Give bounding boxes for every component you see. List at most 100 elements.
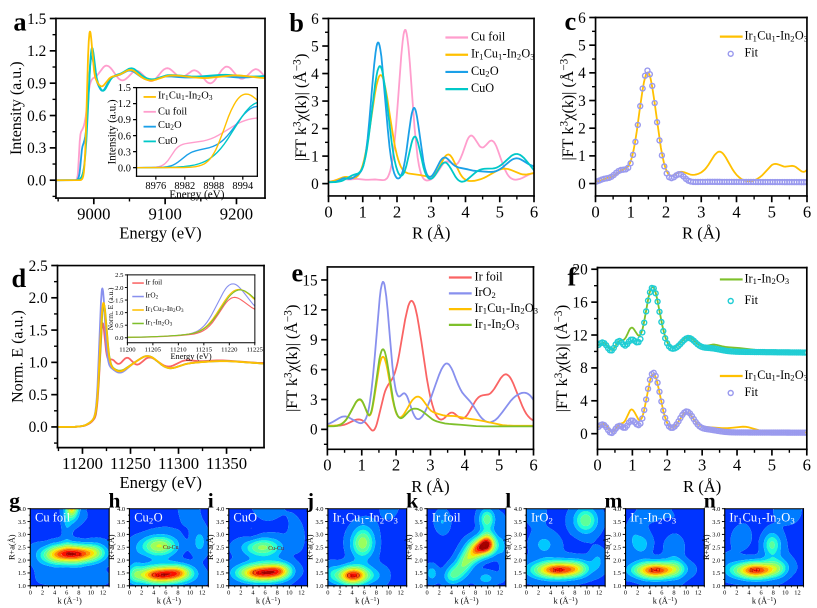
svg-text:k(Å)−1: k (Å)−1 <box>752 596 777 605</box>
svg-text:1.0: 1.0 <box>216 583 224 590</box>
svg-text:3: 3 <box>697 202 705 221</box>
svg-text:10: 10 <box>187 590 193 597</box>
svg-text:6: 6 <box>529 456 537 475</box>
svg-text:1.0: 1.0 <box>115 310 124 317</box>
svg-text:1: 1 <box>358 456 366 475</box>
svg-text:4.0: 4.0 <box>117 506 125 513</box>
svg-text:4.0: 4.0 <box>18 506 26 513</box>
svg-text:Ir-O: Ir-O <box>750 568 760 574</box>
svg-text:R+a(Å): R+a(Å) <box>305 534 314 560</box>
svg-text:2: 2 <box>41 590 44 597</box>
svg-text:5: 5 <box>578 37 586 54</box>
svg-text:R (Å): R (Å) <box>682 224 720 243</box>
svg-text:1.5: 1.5 <box>613 570 621 577</box>
svg-text:3.5: 3.5 <box>613 519 621 526</box>
svg-text:5: 5 <box>311 38 319 55</box>
svg-text:20: 20 <box>573 262 589 279</box>
svg-text:IrO2: IrO2 <box>475 285 496 300</box>
svg-text:12: 12 <box>302 302 317 319</box>
svg-text:11205: 11205 <box>145 346 162 353</box>
svg-text:2.5: 2.5 <box>315 544 323 551</box>
svg-text:0.9: 0.9 <box>27 75 46 92</box>
svg-text:6: 6 <box>363 590 366 597</box>
svg-text:12: 12 <box>497 590 503 597</box>
svg-text:0: 0 <box>591 202 599 221</box>
svg-text:6: 6 <box>311 11 319 28</box>
svg-text:8994: 8994 <box>232 181 254 192</box>
svg-text:f: f <box>568 262 578 292</box>
svg-text:R+a(Å): R+a(Å) <box>702 534 711 560</box>
svg-text:2.5: 2.5 <box>216 544 224 551</box>
svg-text:2.0: 2.0 <box>613 557 621 564</box>
svg-text:4: 4 <box>461 456 470 475</box>
svg-text:11350: 11350 <box>206 454 247 473</box>
svg-text:3.5: 3.5 <box>514 519 522 526</box>
svg-text:R+a(Å): R+a(Å) <box>107 534 116 560</box>
svg-text:k(Å)−1: k (Å)−1 <box>454 596 479 605</box>
svg-text:2.5: 2.5 <box>117 544 125 551</box>
svg-text:3: 3 <box>427 202 435 221</box>
svg-text:Cu-O: Cu-O <box>152 573 165 579</box>
svg-text:6: 6 <box>803 456 811 475</box>
svg-text:1: 1 <box>578 148 586 165</box>
svg-text:h: h <box>109 489 121 513</box>
svg-text:5: 5 <box>768 202 776 221</box>
svg-text:12: 12 <box>199 590 205 597</box>
svg-text:4: 4 <box>732 202 741 221</box>
svg-text:0: 0 <box>624 590 627 597</box>
svg-text:9100: 9100 <box>148 204 181 223</box>
svg-text:0: 0 <box>323 456 331 475</box>
svg-text:1: 1 <box>359 202 367 221</box>
svg-text:3.0: 3.0 <box>315 532 323 539</box>
svg-text:2.5: 2.5 <box>613 544 621 551</box>
svg-text:2.5: 2.5 <box>18 544 26 551</box>
svg-text:1.0: 1.0 <box>315 583 323 590</box>
svg-text:0: 0 <box>593 456 601 475</box>
svg-text:3.0: 3.0 <box>415 532 423 539</box>
svg-text:9000: 9000 <box>77 204 110 223</box>
svg-text:Ir-O: Ir-O <box>650 568 660 574</box>
svg-text:1: 1 <box>628 456 636 475</box>
svg-text:1.5: 1.5 <box>115 297 124 304</box>
svg-text:4: 4 <box>580 393 588 410</box>
svg-text:1.0: 1.0 <box>29 355 48 372</box>
svg-text:i: i <box>208 489 214 513</box>
svg-text:1.5: 1.5 <box>118 83 131 94</box>
svg-text:8: 8 <box>474 590 477 597</box>
svg-text:a: a <box>13 6 26 36</box>
svg-text:2: 2 <box>239 590 242 597</box>
svg-text:0.6: 0.6 <box>27 108 46 125</box>
svg-text:4: 4 <box>733 456 742 475</box>
svg-text:1.2: 1.2 <box>118 99 131 110</box>
svg-text:|FTkχ(k)|(Å)3−3: |FTkχ(k)|(Å)3−3 <box>553 305 571 412</box>
svg-text:12: 12 <box>298 590 304 597</box>
svg-text:8982: 8982 <box>174 181 195 192</box>
svg-text:2.5: 2.5 <box>29 258 48 275</box>
svg-text:3.0: 3.0 <box>613 532 621 539</box>
svg-text:0.3: 0.3 <box>27 140 46 157</box>
svg-text:12: 12 <box>397 590 403 597</box>
svg-text:4.0: 4.0 <box>712 506 720 513</box>
svg-text:11200: 11200 <box>62 454 103 473</box>
svg-text:5: 5 <box>495 456 503 475</box>
svg-text:2.0: 2.0 <box>415 557 423 564</box>
svg-text:k: k <box>406 489 418 513</box>
svg-text:Ir foil: Ir foil <box>146 279 163 287</box>
svg-text:4: 4 <box>549 590 553 597</box>
svg-text:11225: 11225 <box>247 346 264 353</box>
svg-text:Fit: Fit <box>744 385 758 399</box>
svg-text:0.5: 0.5 <box>115 323 124 330</box>
svg-text:0: 0 <box>580 426 588 443</box>
svg-text:2.5: 2.5 <box>514 544 522 551</box>
svg-text:8988: 8988 <box>203 181 224 192</box>
svg-text:6: 6 <box>462 590 465 597</box>
svg-text:4: 4 <box>152 590 156 597</box>
svg-text:4: 4 <box>251 590 255 597</box>
svg-text:6: 6 <box>164 590 167 597</box>
svg-text:R+a(Å): R+a(Å) <box>206 534 215 560</box>
svg-text:j: j <box>306 489 314 513</box>
